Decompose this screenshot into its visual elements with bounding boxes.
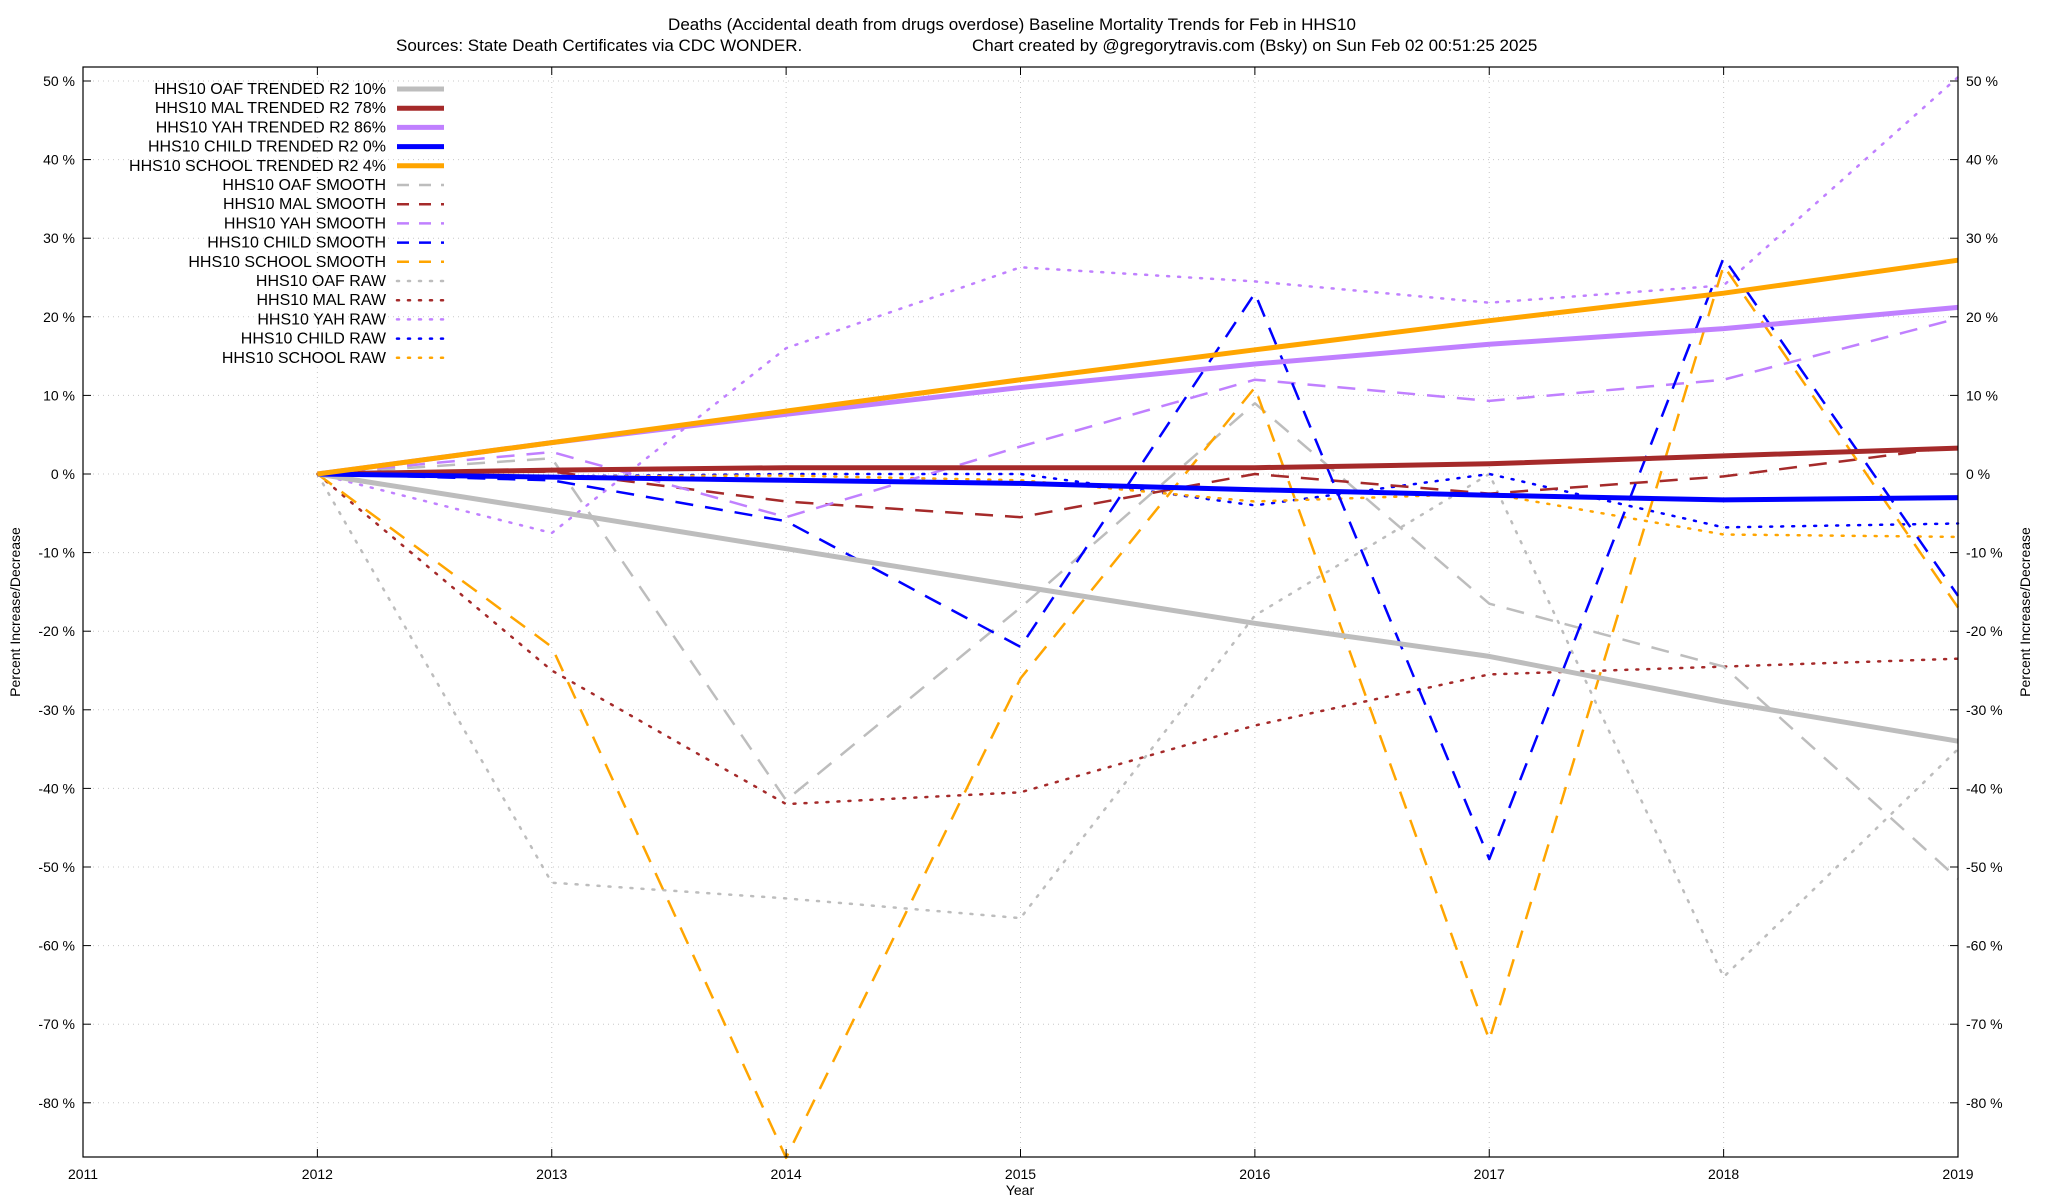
legend-label: HHS10 YAH SMOOTH <box>224 215 386 232</box>
legend: HHS10 OAF TRENDED R2 10% HHS10 MAL TRENDE… <box>129 81 446 367</box>
y-tick-label-right: -30 % <box>1966 702 2003 718</box>
legend-label: HHS10 MAL SMOOTH <box>223 196 386 213</box>
legend-label: HHS10 YAH TRENDED R2 86% <box>156 119 386 136</box>
y-tick-label-left: 50 % <box>43 73 75 89</box>
series-line-1 <box>317 445 1959 477</box>
y-axis-label-left: Percent Increase/Decrease <box>7 527 23 697</box>
y-tick-label-right: -50 % <box>1966 859 2003 875</box>
y-tick-label-right: 20 % <box>1966 309 1998 325</box>
y-tick-label-left: 40 % <box>43 152 75 168</box>
series-line-9 <box>316 264 1960 1160</box>
x-tick-label: 2013 <box>536 1166 567 1182</box>
series-line-7 <box>317 317 1959 519</box>
legend-label: HHS10 OAF TRENDED R2 10% <box>154 81 386 98</box>
legend-label: HHS10 CHILD SMOOTH <box>207 235 386 252</box>
series-line-5 <box>317 402 1959 880</box>
legend-label: HHS10 CHILD RAW <box>241 331 387 348</box>
y-tick-label-left: 20 % <box>43 309 75 325</box>
series-line-4 <box>317 257 1959 477</box>
series-line-11 <box>316 472 1960 806</box>
chart-subtitle-right: Chart created by @gregorytravis.com (Bsk… <box>972 36 1537 55</box>
y-tick-label-left: 10 % <box>43 387 75 403</box>
y-tick-label-left: -10 % <box>38 545 75 561</box>
y-tick-label-left: -20 % <box>38 623 75 639</box>
legend-label: HHS10 OAF SMOOTH <box>222 177 386 194</box>
x-tick-label: 2015 <box>1005 1166 1036 1182</box>
y-tick-label-right: 0 % <box>1966 466 1990 482</box>
x-tick-label: 2016 <box>1239 1166 1270 1182</box>
y-tick-label-left: -80 % <box>38 1095 75 1111</box>
legend-label: HHS10 MAL TRENDED R2 78% <box>155 100 386 117</box>
y-tick-label-left: -60 % <box>38 938 75 954</box>
x-axis-label: Year <box>1006 1182 1035 1198</box>
legend-label: HHS10 YAH RAW <box>257 311 387 328</box>
legend-label: HHS10 MAL RAW <box>256 292 386 309</box>
y-tick-label-right: 50 % <box>1966 73 1998 89</box>
y-tick-label-left: -30 % <box>38 702 75 718</box>
series-line-13 <box>316 472 1960 529</box>
series-layer <box>316 75 1960 1160</box>
y-tick-label-right: -40 % <box>1966 780 2003 796</box>
x-tick-label: 2014 <box>771 1166 802 1182</box>
y-tick-label-right: -20 % <box>1966 623 2003 639</box>
y-tick-label-left: -50 % <box>38 859 75 875</box>
series-line-10 <box>316 472 1960 979</box>
x-tick-label: 2011 <box>68 1166 98 1182</box>
x-tick-label: 2012 <box>302 1166 333 1182</box>
series-line-0 <box>317 471 1959 744</box>
y-tick-label-right: -80 % <box>1966 1095 2003 1111</box>
y-axis-label-right: Percent Increase/Decrease <box>2017 527 2033 697</box>
series-line-3 <box>317 471 1959 503</box>
y-tick-label-right: -10 % <box>1966 545 2003 561</box>
y-tick-label-left: 30 % <box>43 230 75 246</box>
chart-subtitle-left: Sources: State Death Certificates via CD… <box>396 36 802 55</box>
series-line-8 <box>317 256 1960 861</box>
legend-label: HHS10 CHILD TRENDED R2 0% <box>148 139 386 156</box>
y-tick-label-right: 40 % <box>1966 152 1998 168</box>
y-tick-label-left: -40 % <box>38 780 75 796</box>
x-tick-label: 2019 <box>1942 1166 1973 1182</box>
grid <box>83 67 1958 1157</box>
y-tick-label-left: 0 % <box>51 466 75 482</box>
legend-label: HHS10 SCHOOL SMOOTH <box>188 254 386 271</box>
ticks: 2011 2012 2013 2014 2015 2016 2017 2018 2019 50 %… <box>38 67 2003 1182</box>
series-line-12 <box>316 75 1960 535</box>
x-tick-label: 2017 <box>1474 1166 1505 1182</box>
y-tick-label-right: -60 % <box>1966 938 2003 954</box>
legend-label: HHS10 SCHOOL TRENDED R2 4% <box>129 158 386 175</box>
y-tick-label-right: -70 % <box>1966 1016 2003 1032</box>
legend-label: HHS10 SCHOOL RAW <box>222 350 387 367</box>
y-tick-label-left: -70 % <box>38 1016 75 1032</box>
y-tick-label-right: 30 % <box>1966 230 1998 246</box>
x-tick-label: 2018 <box>1708 1166 1739 1182</box>
chart-title: Deaths (Accidental death from drugs over… <box>668 15 1356 34</box>
legend-label: HHS10 OAF RAW <box>256 273 387 290</box>
series-line-2 <box>317 304 1959 477</box>
y-tick-label-right: 10 % <box>1966 387 1998 403</box>
